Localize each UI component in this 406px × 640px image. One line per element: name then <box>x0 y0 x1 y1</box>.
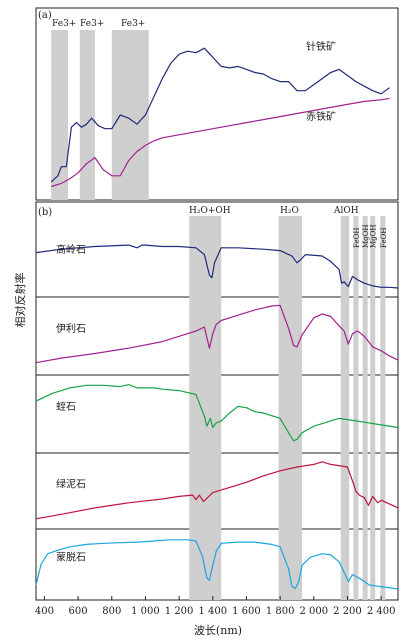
x-tick-label: 2 000 <box>299 606 328 617</box>
panel-b-label: (b) <box>38 207 52 218</box>
mineral-line-2 <box>35 304 399 364</box>
mineral-line-3 <box>35 384 399 442</box>
figure-labels: (a) (b) 相对反射率 波长(nm) Fe3+ Fe3+ Fe3+ 针铁矿 … <box>13 10 395 637</box>
absorption-band <box>370 216 376 600</box>
h2o-label: H₂O <box>280 206 299 216</box>
goethite-label: 针铁矿 <box>306 40 336 53</box>
x-tick-label: 1 400 <box>198 606 227 617</box>
x-axis-label: 波长(nm) <box>194 624 242 637</box>
fe3-label-1: Fe3+ <box>52 19 76 29</box>
series-line-2 <box>51 97 390 188</box>
hematite-label: 赤铁矿 <box>306 110 336 123</box>
fe3-label-2: Fe3+ <box>80 19 104 29</box>
sub-band-label-4: FeOH <box>380 228 388 248</box>
absorption-band <box>353 216 359 600</box>
mineral-name-3: 蛭石 <box>56 400 76 413</box>
absorption-band <box>340 216 350 600</box>
x-tick-label: 400 <box>35 606 54 617</box>
x-tick-label: 1 600 <box>232 606 261 617</box>
panel-a-frame <box>35 7 399 201</box>
h2o-oh-label: H₂O+OH <box>189 206 231 216</box>
absorption-band <box>278 216 303 600</box>
sub-band-label-1: FeOH <box>353 228 361 248</box>
mineral-line-1 <box>35 244 399 289</box>
fe3-band <box>79 30 95 200</box>
x-tick-label: 600 <box>69 606 88 617</box>
panel-a-label: (a) <box>38 10 52 21</box>
x-tick-label: 1 200 <box>165 606 194 617</box>
sub-band-label-3: MgOH <box>370 225 378 249</box>
absorption-bands <box>51 30 386 600</box>
sub-band-labels: FeOH MgOH MgOH FeOH <box>353 225 388 249</box>
y-axis-label: 相对反射率 <box>13 273 27 328</box>
spectral-curves <box>35 47 399 590</box>
x-tick-label: 1 000 <box>131 606 160 617</box>
fe3-band <box>111 30 149 200</box>
absorption-band <box>189 216 222 600</box>
fe3-label-3: Fe3+ <box>121 19 145 29</box>
mineral-line-4 <box>35 461 399 520</box>
x-tick-label: 800 <box>102 606 121 617</box>
fe3-band <box>51 30 68 200</box>
x-tick-label: 2 400 <box>367 606 396 617</box>
x-tick-label: 1 800 <box>266 606 295 617</box>
x-ticks: 400 600 800 1 000 1 200 1 400 1 600 1 800 2 000 2… <box>35 596 396 617</box>
mineral-name-2: 伊利石 <box>56 323 86 335</box>
x-tick-label: 2 200 <box>333 606 362 617</box>
absorption-band <box>362 216 368 600</box>
mineral-name-5: 蒙脱石 <box>56 551 86 564</box>
sub-band-label-2: MgOH <box>362 225 370 249</box>
mineral-line-5 <box>35 539 399 590</box>
series-line-1 <box>50 47 390 183</box>
mineral-name-4: 绿泥石 <box>56 477 86 490</box>
mineral-name-1: 高岭石 <box>56 243 86 256</box>
aloh-label: AlOH <box>333 206 359 216</box>
absorption-band <box>380 216 386 600</box>
